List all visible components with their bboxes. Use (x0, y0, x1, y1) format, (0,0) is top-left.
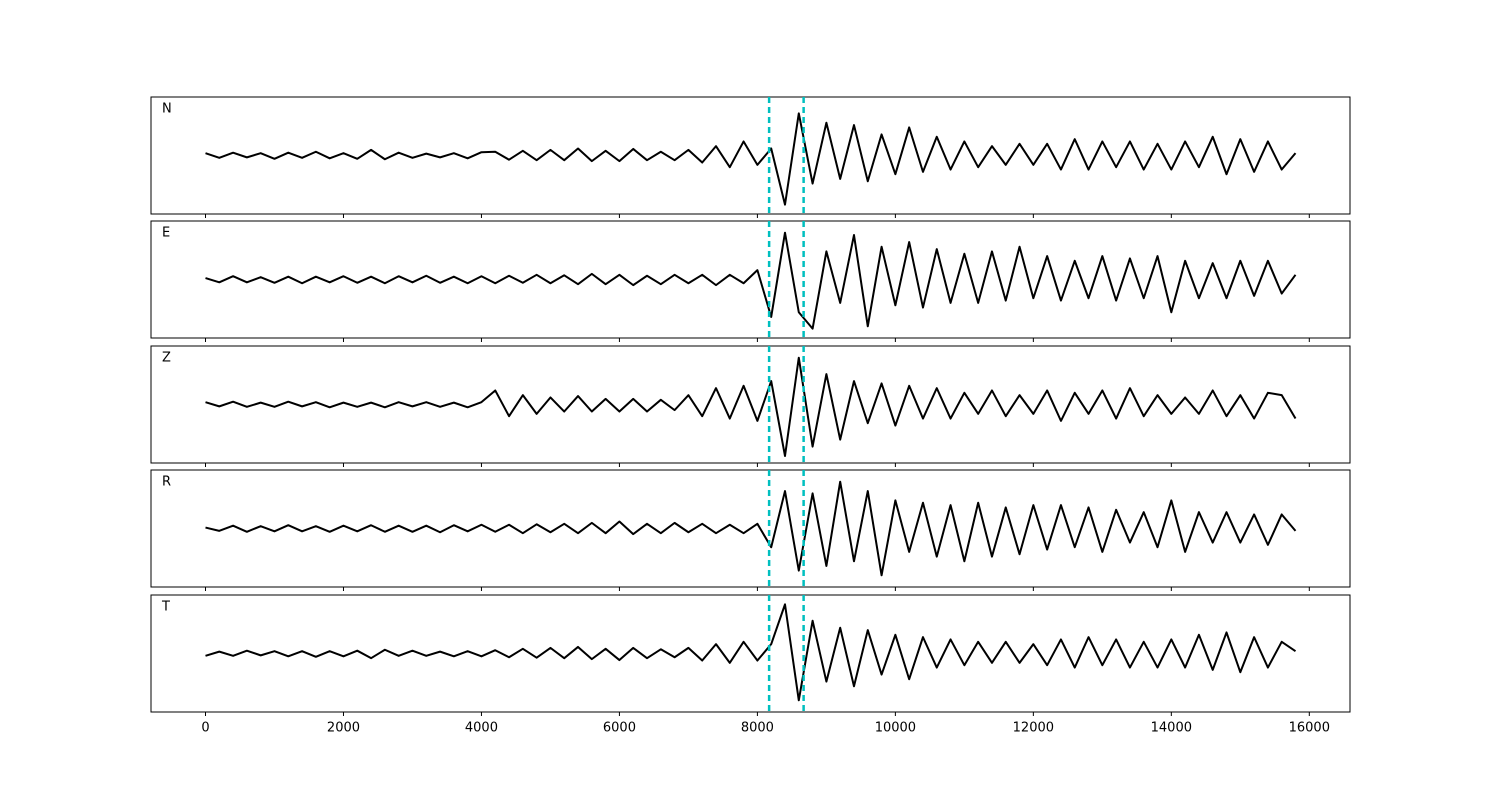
panel-frame (150, 345, 1351, 464)
x-tick-label: 14000 (1151, 721, 1192, 736)
panel-label: N (162, 102, 172, 117)
panel-frame (150, 96, 1351, 215)
panel-frame (150, 594, 1351, 713)
x-tick-label: 2000 (327, 721, 360, 736)
x-tick-label: 16000 (1289, 721, 1330, 736)
panel-label: R (162, 475, 171, 490)
x-tick-label: 4000 (465, 721, 498, 736)
panel-frame (150, 220, 1351, 339)
panel-frame (150, 469, 1351, 588)
panel-label: T (161, 600, 170, 615)
x-tick-label: 8000 (741, 721, 774, 736)
waveform (205, 480, 1297, 577)
panel-label: Z (162, 351, 171, 366)
waveform (205, 112, 1297, 206)
x-tick-label: 0 (201, 721, 209, 736)
x-tick-label: 10000 (875, 721, 916, 736)
panel-label: E (162, 226, 170, 241)
waveform (205, 603, 1297, 702)
waveform (205, 231, 1297, 330)
waveform (205, 356, 1297, 457)
x-tick-label: 6000 (603, 721, 636, 736)
x-tick-label: 12000 (1013, 721, 1054, 736)
